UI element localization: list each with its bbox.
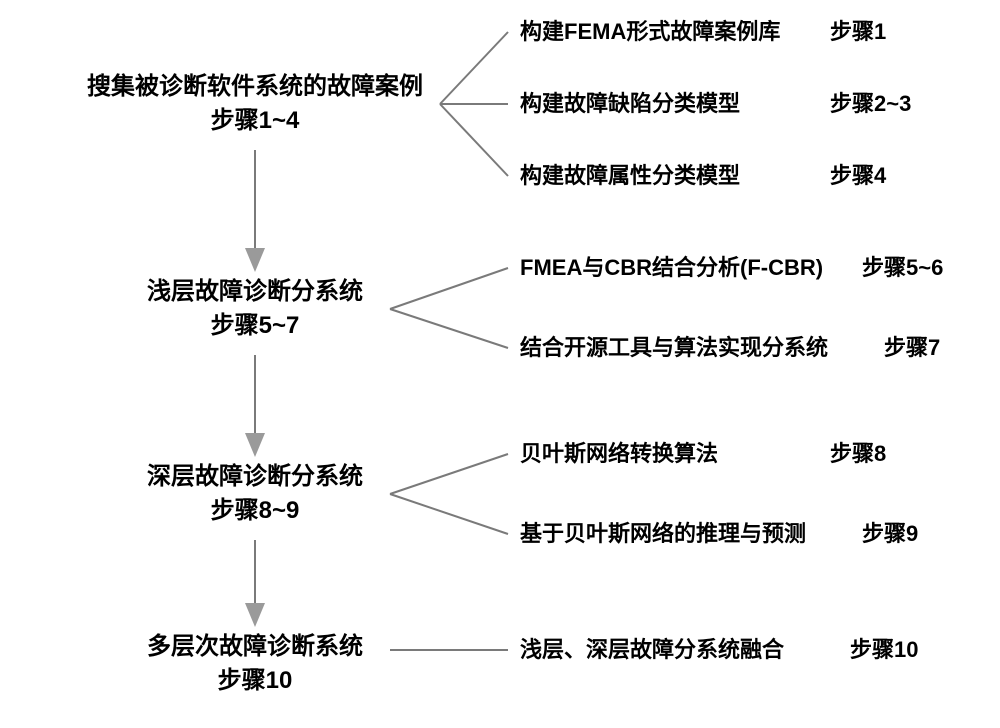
right-node-r7: 基于贝叶斯网络的推理与预测步骤9 xyxy=(520,520,806,548)
right-node-step: 步骤5~6 xyxy=(862,254,943,282)
branch-m3-r7 xyxy=(390,494,508,534)
branch-m1-r1 xyxy=(440,32,508,104)
main-node-title: 浅层故障诊断分系统 xyxy=(120,275,390,309)
main-node-title: 搜集被诊断软件系统的故障案例 xyxy=(70,70,440,104)
right-node-r2: 构建故障缺陷分类模型步骤2~3 xyxy=(520,90,740,118)
right-node-label: 贝叶斯网络转换算法 xyxy=(520,440,718,468)
branch-m2-r4 xyxy=(390,268,508,309)
right-node-label: FMEA与CBR结合分析(F-CBR) xyxy=(520,254,823,282)
main-node-step: 步骤8~9 xyxy=(120,494,390,528)
right-node-r8: 浅层、深层故障分系统融合步骤10 xyxy=(520,636,784,664)
main-node-step: 步骤5~7 xyxy=(120,309,390,343)
right-node-label: 构建故障缺陷分类模型 xyxy=(520,90,740,118)
right-node-r1: 构建FEMA形式故障案例库步骤1 xyxy=(520,18,780,46)
right-node-r5: 结合开源工具与算法实现分系统步骤7 xyxy=(520,334,828,362)
main-node-title: 深层故障诊断分系统 xyxy=(120,460,390,494)
main-node-m1: 搜集被诊断软件系统的故障案例步骤1~4 xyxy=(70,70,440,138)
right-node-label: 浅层、深层故障分系统融合 xyxy=(520,636,784,664)
branch-m1-r3 xyxy=(440,104,508,176)
right-node-label: 结合开源工具与算法实现分系统 xyxy=(520,334,828,362)
right-node-label: 构建FEMA形式故障案例库 xyxy=(520,18,780,46)
branch-m2-r5 xyxy=(390,309,508,348)
main-node-m3: 深层故障诊断分系统步骤8~9 xyxy=(120,460,390,528)
right-node-step: 步骤2~3 xyxy=(830,90,911,118)
right-node-r6: 贝叶斯网络转换算法步骤8 xyxy=(520,440,718,468)
right-node-r4: FMEA与CBR结合分析(F-CBR)步骤5~6 xyxy=(520,254,823,282)
main-node-step: 步骤1~4 xyxy=(70,104,440,138)
main-node-step: 步骤10 xyxy=(120,664,390,698)
right-node-r3: 构建故障属性分类模型步骤4 xyxy=(520,162,740,190)
right-node-step: 步骤9 xyxy=(862,520,918,548)
right-node-step: 步骤1 xyxy=(830,18,886,46)
main-node-m2: 浅层故障诊断分系统步骤5~7 xyxy=(120,275,390,343)
main-node-m4: 多层次故障诊断系统步骤10 xyxy=(120,630,390,698)
right-node-step: 步骤7 xyxy=(884,334,940,362)
branch-m3-r6 xyxy=(390,454,508,494)
main-node-title: 多层次故障诊断系统 xyxy=(120,630,390,664)
right-node-step: 步骤4 xyxy=(830,162,886,190)
right-node-step: 步骤8 xyxy=(830,440,886,468)
right-node-step: 步骤10 xyxy=(850,636,918,664)
right-node-label: 构建故障属性分类模型 xyxy=(520,162,740,190)
right-node-label: 基于贝叶斯网络的推理与预测 xyxy=(520,520,806,548)
